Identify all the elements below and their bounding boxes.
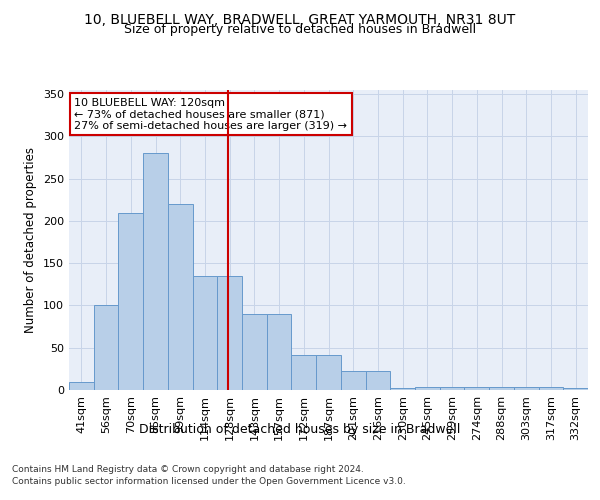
Bar — [193, 276, 217, 390]
Bar — [267, 314, 292, 390]
Bar — [94, 306, 118, 390]
Text: 10 BLUEBELL WAY: 120sqm
← 73% of detached houses are smaller (871)
27% of semi-d: 10 BLUEBELL WAY: 120sqm ← 73% of detache… — [74, 98, 347, 130]
Bar — [242, 314, 267, 390]
Bar — [316, 354, 341, 390]
Bar — [539, 388, 563, 390]
Bar — [365, 372, 390, 390]
Bar — [168, 204, 193, 390]
Bar — [217, 276, 242, 390]
Text: Size of property relative to detached houses in Bradwell: Size of property relative to detached ho… — [124, 22, 476, 36]
Bar — [143, 154, 168, 390]
Text: 10, BLUEBELL WAY, BRADWELL, GREAT YARMOUTH, NR31 8UT: 10, BLUEBELL WAY, BRADWELL, GREAT YARMOU… — [85, 12, 515, 26]
Y-axis label: Number of detached properties: Number of detached properties — [25, 147, 37, 333]
Text: Contains public sector information licensed under the Open Government Licence v3: Contains public sector information licen… — [12, 478, 406, 486]
Bar — [390, 388, 415, 390]
Text: Distribution of detached houses by size in Bradwell: Distribution of detached houses by size … — [139, 422, 461, 436]
Bar — [514, 388, 539, 390]
Bar — [464, 386, 489, 390]
Bar — [341, 372, 365, 390]
Bar — [440, 388, 464, 390]
Bar — [489, 388, 514, 390]
Bar — [69, 382, 94, 390]
Bar — [563, 388, 588, 390]
Bar — [415, 388, 440, 390]
Bar — [292, 354, 316, 390]
Bar — [118, 212, 143, 390]
Text: Contains HM Land Registry data © Crown copyright and database right 2024.: Contains HM Land Registry data © Crown c… — [12, 465, 364, 474]
